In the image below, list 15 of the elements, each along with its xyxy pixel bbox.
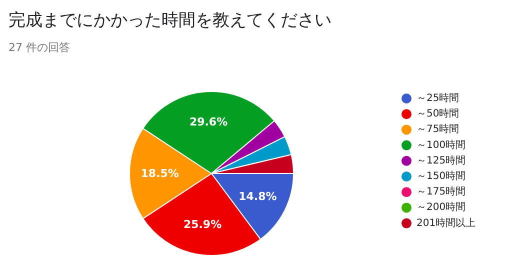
- legend-label: 201時間以上: [416, 216, 476, 229]
- legend-label: ～50時間: [416, 108, 460, 120]
- legend-label: ～100時間: [416, 138, 466, 151]
- chart-title: 完成までにかかった時間を教えてください: [8, 10, 332, 30]
- data-label: 29.6%: [189, 115, 228, 128]
- data-label: 18.5%: [140, 166, 179, 180]
- text: 27 件の回答: [8, 41, 70, 54]
- legend-label: ～200時間: [416, 201, 466, 214]
- legend-label: ～25時間: [416, 92, 460, 104]
- legend-label: ～125時間: [416, 154, 466, 166]
- data-label: 14.8%: [238, 190, 277, 204]
- legend-label: ～175時間: [416, 186, 466, 198]
- legend-label: ～150時間: [416, 170, 466, 182]
- data-label: 25.9%: [183, 218, 222, 231]
- legend-label: ～75時間: [416, 123, 460, 136]
